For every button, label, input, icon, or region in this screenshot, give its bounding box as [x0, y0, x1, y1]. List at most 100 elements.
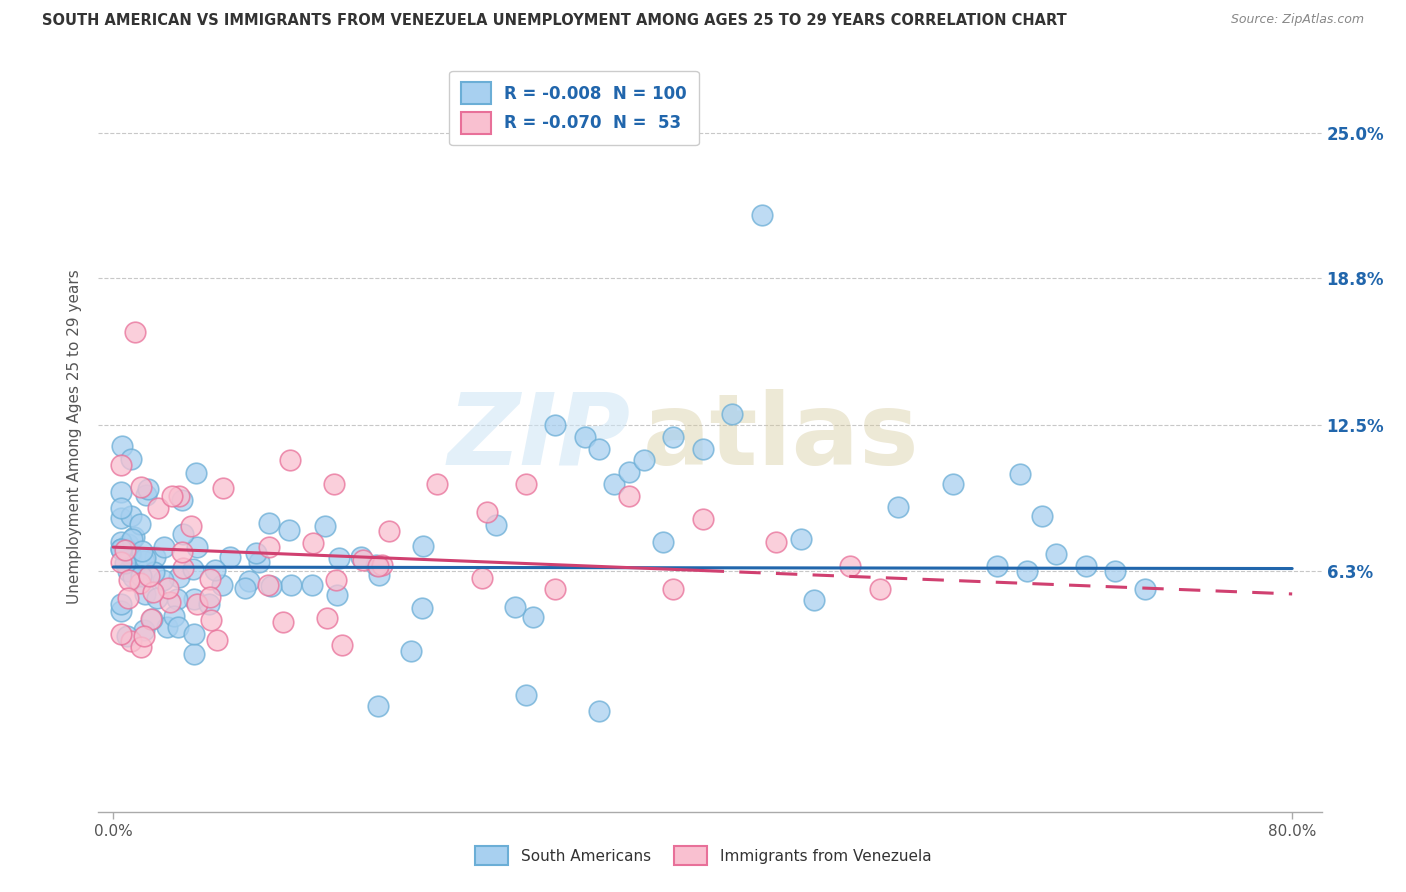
- Point: [633, 453, 655, 467]
- Point: [117, 537, 139, 551]
- Point: [245, 545, 267, 559]
- Point: [278, 453, 301, 467]
- Point: [181, 562, 204, 576]
- Point: [411, 600, 433, 615]
- Point: [352, 553, 374, 567]
- Point: [110, 542, 132, 557]
- Point: [162, 608, 184, 623]
- Point: [257, 516, 280, 530]
- Point: [153, 540, 176, 554]
- Point: [301, 578, 323, 592]
- Point: [110, 627, 132, 641]
- Point: [328, 551, 350, 566]
- Point: [120, 634, 142, 648]
- Point: [110, 485, 132, 500]
- Point: [326, 588, 349, 602]
- Point: [172, 526, 194, 541]
- Text: SOUTH AMERICAN VS IMMIGRANTS FROM VENEZUELA UNEMPLOYMENT AMONG AGES 25 TO 29 YEA: SOUTH AMERICAN VS IMMIGRANTS FROM VENEZU…: [42, 13, 1067, 29]
- Point: [1008, 467, 1031, 481]
- Point: [131, 640, 153, 654]
- Point: [148, 501, 170, 516]
- Point: [1133, 582, 1156, 597]
- Point: [134, 587, 156, 601]
- Point: [141, 612, 163, 626]
- Point: [172, 493, 194, 508]
- Point: [278, 524, 301, 538]
- Point: [260, 579, 283, 593]
- Point: [111, 439, 134, 453]
- Point: [544, 418, 567, 433]
- Point: [412, 539, 434, 553]
- Point: [839, 558, 862, 573]
- Point: [366, 558, 388, 572]
- Point: [142, 565, 165, 579]
- Point: [183, 592, 205, 607]
- Legend: R = -0.008  N = 100, R = -0.070  N =  53: R = -0.008 N = 100, R = -0.070 N = 53: [450, 70, 699, 145]
- Point: [167, 620, 190, 634]
- Point: [110, 597, 132, 611]
- Point: [167, 569, 190, 583]
- Text: Source: ZipAtlas.com: Source: ZipAtlas.com: [1230, 13, 1364, 27]
- Point: [399, 644, 422, 658]
- Point: [114, 556, 136, 570]
- Point: [120, 508, 142, 523]
- Point: [588, 704, 610, 718]
- Point: [110, 604, 132, 618]
- Point: [136, 482, 159, 496]
- Point: [1104, 564, 1126, 578]
- Point: [471, 571, 494, 585]
- Point: [1015, 564, 1038, 578]
- Point: [651, 534, 673, 549]
- Point: [603, 476, 626, 491]
- Point: [121, 532, 143, 546]
- Point: [1031, 509, 1053, 524]
- Point: [371, 558, 394, 573]
- Point: [198, 572, 221, 586]
- Text: ZIP: ZIP: [447, 389, 630, 485]
- Point: [721, 407, 744, 421]
- Point: [129, 569, 152, 583]
- Point: [110, 458, 132, 472]
- Point: [257, 540, 280, 554]
- Point: [426, 476, 449, 491]
- Point: [131, 480, 153, 494]
- Point: [186, 541, 208, 555]
- Point: [110, 500, 132, 515]
- Point: [121, 570, 143, 584]
- Point: [110, 541, 132, 556]
- Point: [803, 592, 825, 607]
- Point: [159, 595, 181, 609]
- Point: [132, 623, 155, 637]
- Point: [120, 451, 142, 466]
- Point: [280, 578, 302, 592]
- Point: [180, 519, 202, 533]
- Point: [110, 535, 132, 549]
- Point: [124, 325, 146, 339]
- Point: [118, 573, 141, 587]
- Point: [1074, 558, 1097, 573]
- Point: [475, 506, 498, 520]
- Point: [122, 530, 145, 544]
- Point: [167, 489, 190, 503]
- Point: [378, 524, 401, 538]
- Point: [118, 546, 141, 560]
- Point: [198, 590, 221, 604]
- Point: [588, 442, 610, 456]
- Point: [218, 549, 240, 564]
- Point: [117, 591, 139, 606]
- Point: [120, 549, 142, 564]
- Point: [200, 613, 222, 627]
- Point: [186, 597, 208, 611]
- Point: [143, 550, 166, 565]
- Point: [172, 560, 194, 574]
- Point: [198, 597, 221, 611]
- Point: [110, 556, 132, 570]
- Point: [617, 489, 640, 503]
- Point: [544, 582, 567, 597]
- Point: [238, 574, 260, 588]
- Point: [156, 620, 179, 634]
- Point: [114, 543, 136, 558]
- Point: [765, 535, 787, 549]
- Point: [692, 442, 714, 456]
- Point: [117, 565, 139, 579]
